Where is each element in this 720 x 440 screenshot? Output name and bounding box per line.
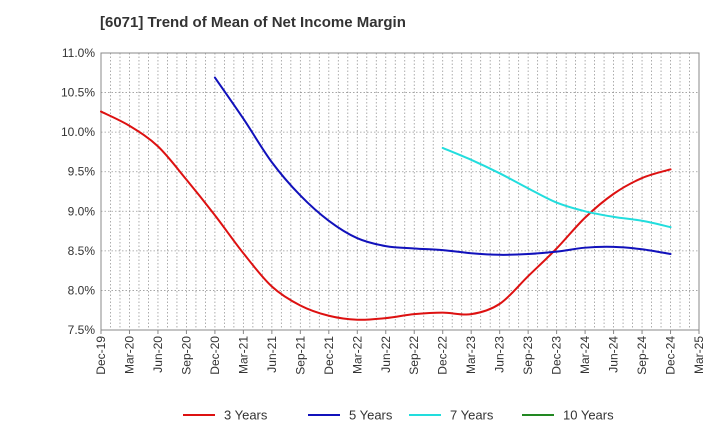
x-tick-label: Sep-22	[407, 336, 421, 375]
x-tick-label: Mar-22	[350, 336, 364, 374]
legend: 3 Years 5 Years 7 Years 10 Years	[183, 408, 614, 423]
x-tick-label: Jun-20	[151, 336, 165, 373]
x-tick-label: Mar-25	[692, 336, 706, 374]
x-tick-label: Mar-24	[578, 336, 592, 374]
x-tick-label: Sep-23	[521, 336, 535, 375]
y-tick-label: 9.0%	[68, 204, 96, 218]
x-tick-label: Dec-23	[550, 336, 564, 375]
legend-label-5-years: 5 Years	[349, 408, 393, 423]
axes: 7.5% 8.0% 8.5% 9.0% 9.5% 10.0% 10.5% 11.0% Dec-1…	[61, 46, 706, 375]
y-tick-label: 11.0%	[62, 46, 95, 60]
x-tick-label: Dec-24	[664, 336, 678, 375]
y-tick-label: 8.5%	[68, 244, 96, 258]
x-tick-label: Jun-21	[265, 336, 279, 373]
series-line-7-years	[441, 146, 672, 229]
y-tick-label: 7.5%	[68, 323, 96, 337]
x-tick-label: Dec-22	[436, 336, 450, 375]
y-tick-label: 10.0%	[61, 125, 95, 139]
x-tick-label: Dec-19	[94, 336, 108, 375]
x-tick-label: Mar-20	[122, 336, 136, 374]
x-tick-label: Jun-24	[607, 336, 621, 373]
grid-lines	[101, 52, 699, 331]
data-series	[100, 76, 672, 321]
legend-label-10-years: 10 Years	[563, 408, 614, 423]
plot-frame	[100, 52, 700, 331]
x-tick-label: Sep-20	[179, 336, 193, 375]
chart-title: [6071] Trend of Mean of Net Income Margi…	[100, 14, 406, 31]
x-tick-label: Dec-20	[208, 336, 222, 375]
x-tick-label: Mar-23	[464, 336, 478, 374]
y-tick-label: 9.5%	[68, 165, 96, 179]
y-tick-label: 8.0%	[68, 283, 96, 297]
x-tick-label: Sep-24	[635, 336, 649, 375]
x-tick-label: Dec-21	[322, 336, 336, 375]
series-line-5-years	[213, 76, 672, 256]
x-tick-label: Mar-21	[236, 336, 250, 374]
legend-label-7-years: 7 Years	[450, 408, 494, 423]
x-tick-label: Sep-21	[293, 336, 307, 375]
legend-label-3-years: 3 Years	[224, 408, 268, 423]
series-line-3-years	[100, 110, 672, 321]
x-tick-label: Jun-22	[379, 336, 393, 373]
y-tick-label: 10.5%	[61, 86, 95, 100]
x-tick-label: Jun-23	[493, 336, 507, 373]
